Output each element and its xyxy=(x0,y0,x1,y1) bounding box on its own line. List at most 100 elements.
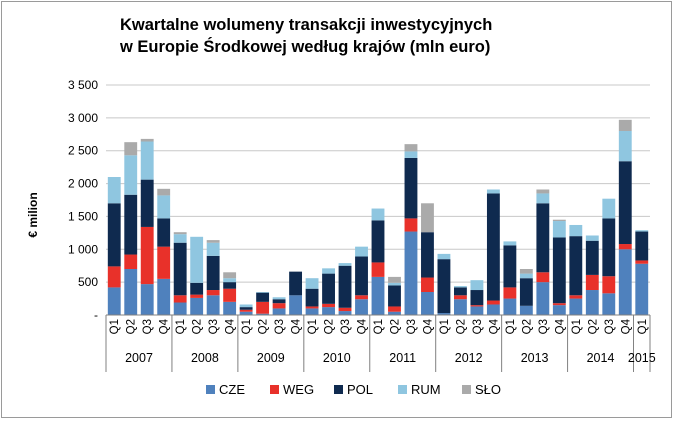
x-tick-label: Q4 xyxy=(488,318,500,334)
bar-rum-20 xyxy=(437,253,451,260)
bar-pol-16 xyxy=(371,220,385,263)
bar-pol-28 xyxy=(569,236,583,296)
bar-weg-13 xyxy=(322,303,335,308)
bar-rum-1 xyxy=(124,155,138,195)
bar-rum-6 xyxy=(206,242,220,256)
bar-cze-22 xyxy=(470,306,484,315)
x-tick-label: Q4 xyxy=(291,318,303,334)
bar-rum-4 xyxy=(173,234,187,243)
year-label: 2010 xyxy=(323,351,351,365)
bar-sło-26 xyxy=(536,189,550,194)
bar-weg-8 xyxy=(239,309,253,312)
bar-pol-19 xyxy=(421,232,434,278)
bar-pol-15 xyxy=(355,256,368,296)
bar-cze-25 xyxy=(519,305,533,315)
bar-weg-27 xyxy=(552,303,566,306)
bar-pol-14 xyxy=(338,265,352,308)
bar-rum-0 xyxy=(107,177,121,204)
bar-cze-19 xyxy=(421,292,434,315)
bars xyxy=(107,119,649,315)
bar-cze-8 xyxy=(239,311,253,315)
x-tick-label: Q3 xyxy=(208,319,220,334)
bar-sło-2 xyxy=(140,138,154,142)
x-tick-label: Q2 xyxy=(390,319,402,334)
x-tick-label: Q3 xyxy=(604,319,616,334)
y-tick-label: 500 xyxy=(78,275,98,289)
bar-weg-5 xyxy=(190,294,204,298)
bar-pol-21 xyxy=(454,287,467,296)
bar-pol-32 xyxy=(635,231,649,261)
year-label: 2015 xyxy=(628,351,656,365)
bar-weg-18 xyxy=(404,218,418,232)
bar-rum-18 xyxy=(404,151,418,158)
x-tick-label: Q1 xyxy=(373,319,385,334)
bar-rum-30 xyxy=(602,198,616,219)
bar-rum-16 xyxy=(371,208,385,221)
bar-cze-1 xyxy=(124,269,138,315)
legend-label-cze: CZE xyxy=(219,382,245,397)
bar-pol-29 xyxy=(585,240,599,275)
bar-cze-17 xyxy=(388,311,401,315)
year-label: 2008 xyxy=(191,351,219,365)
bar-pol-20 xyxy=(437,259,451,314)
bar-rum-31 xyxy=(618,131,632,162)
bar-weg-6 xyxy=(206,290,220,296)
x-tick-label: Q1 xyxy=(571,319,583,334)
bar-rum-9 xyxy=(256,292,270,293)
bar-rum-13 xyxy=(322,268,335,274)
bar-cze-29 xyxy=(585,290,599,315)
bar-weg-26 xyxy=(536,272,550,283)
year-label: 2009 xyxy=(257,351,285,365)
x-tick-label: Q4 xyxy=(225,318,237,334)
bar-cze-15 xyxy=(355,299,368,315)
x-tick-label: Q2 xyxy=(258,319,270,334)
bar-weg-32 xyxy=(635,260,649,264)
bar-cze-9 xyxy=(256,313,270,315)
bar-cze-21 xyxy=(454,299,467,315)
year-label: 2014 xyxy=(587,351,615,365)
bar-weg-10 xyxy=(272,303,286,309)
x-tick-label: Q3 xyxy=(340,319,352,334)
bar-rum-26 xyxy=(536,193,550,204)
bar-rum-8 xyxy=(239,304,253,308)
bar-sło-25 xyxy=(519,269,533,274)
y-tick-label: 3 000 xyxy=(68,111,98,125)
bar-rum-3 xyxy=(157,195,171,219)
legend-swatch-sło xyxy=(462,385,471,394)
legend-label-weg: WEG xyxy=(283,382,314,397)
bar-cze-0 xyxy=(107,287,121,315)
legend-label-rum: RUM xyxy=(411,382,441,397)
x-tick-label: Q1 xyxy=(175,319,187,334)
x-tick-label: Q3 xyxy=(142,319,154,334)
bar-weg-15 xyxy=(355,295,368,300)
bar-sło-4 xyxy=(173,232,187,235)
bar-cze-13 xyxy=(322,307,335,315)
year-label: 2013 xyxy=(521,351,549,365)
bar-pol-31 xyxy=(618,161,632,245)
bar-cze-18 xyxy=(404,231,418,315)
bar-pol-7 xyxy=(223,282,237,289)
bar-rum-5 xyxy=(190,236,204,283)
x-tick-label: Q2 xyxy=(126,319,138,334)
bar-weg-3 xyxy=(157,246,171,279)
bar-pol-2 xyxy=(140,179,154,227)
bar-cze-7 xyxy=(223,301,237,315)
legend-swatch-weg xyxy=(270,385,279,394)
bar-weg-12 xyxy=(305,306,319,309)
x-tick-label: Q1 xyxy=(505,319,517,334)
bar-rum-28 xyxy=(569,224,583,237)
bar-cze-12 xyxy=(305,308,319,315)
x-tick-label: Q3 xyxy=(538,319,550,334)
bar-weg-1 xyxy=(124,254,138,269)
bar-sło-1 xyxy=(124,142,138,156)
bar-pol-9 xyxy=(256,292,270,302)
bar-cze-30 xyxy=(602,293,616,315)
bar-cze-26 xyxy=(536,282,550,315)
bar-weg-31 xyxy=(618,244,632,250)
x-tick-label: Q2 xyxy=(192,319,204,334)
bar-weg-14 xyxy=(338,307,352,312)
bar-pol-27 xyxy=(552,237,566,304)
bar-rum-29 xyxy=(585,235,599,241)
y-tick-label: - xyxy=(94,308,98,322)
bar-rum-12 xyxy=(305,278,319,289)
